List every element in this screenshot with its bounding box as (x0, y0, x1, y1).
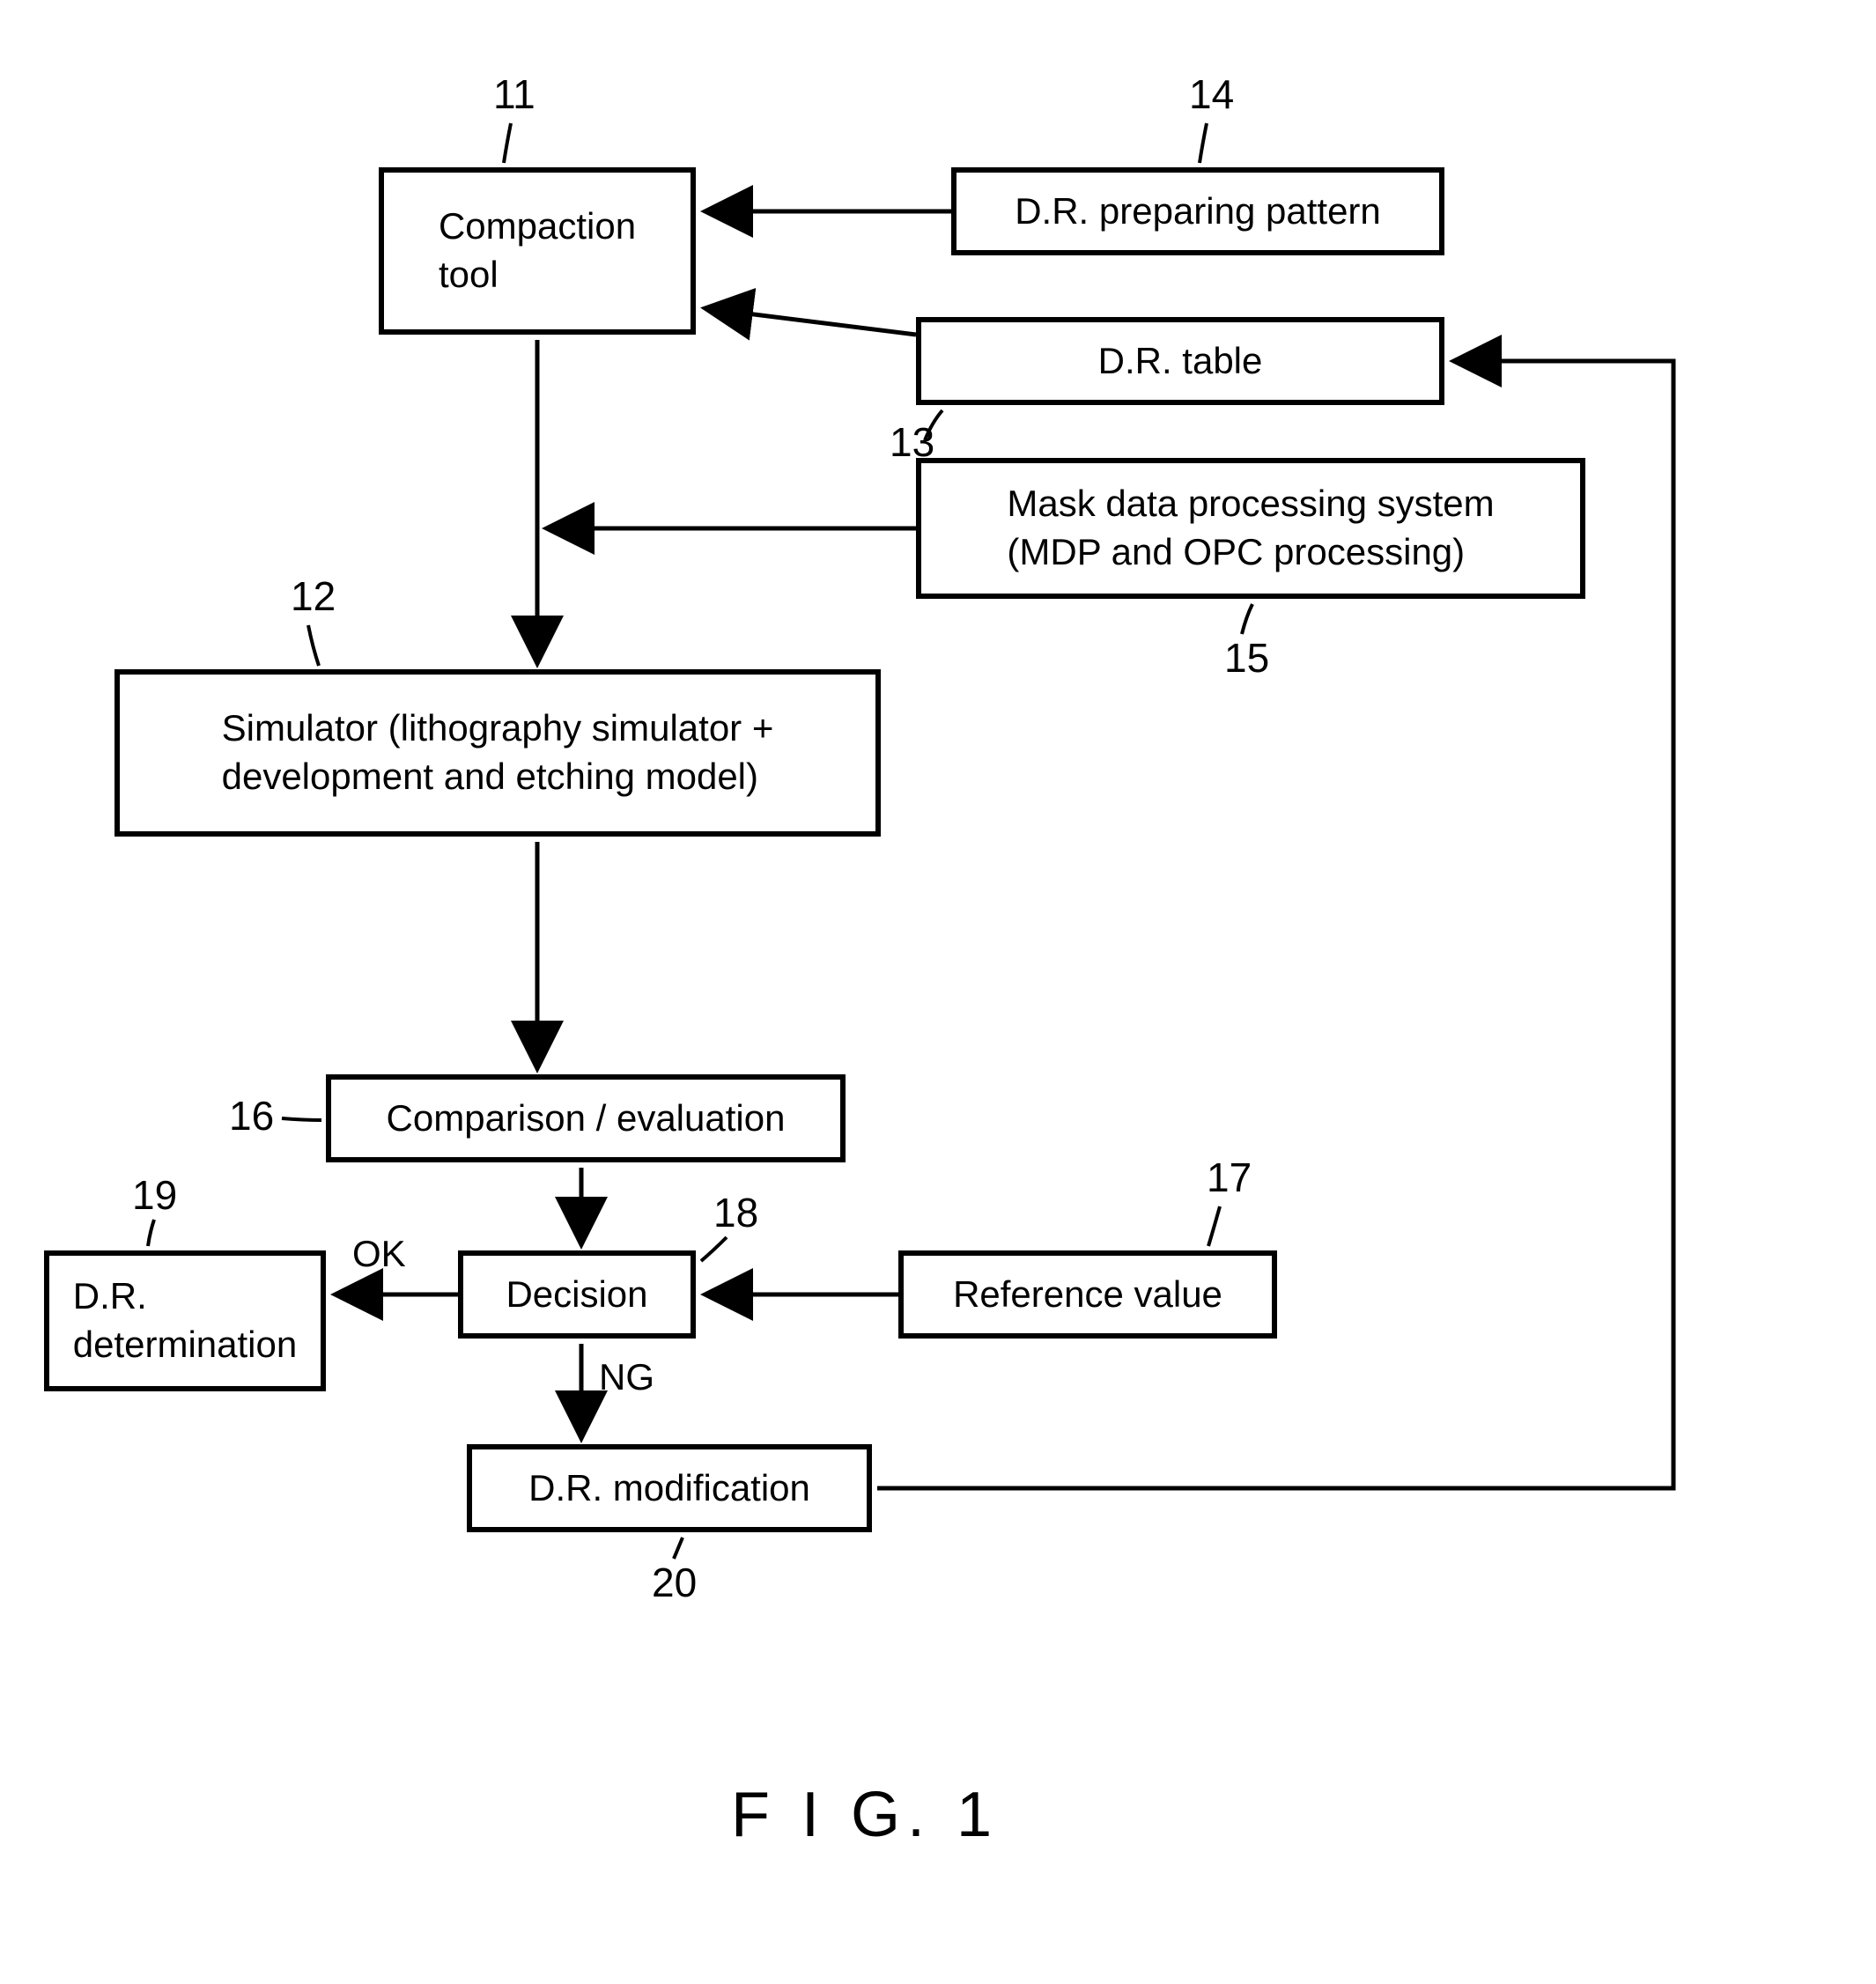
node-modification: D.R. modification (467, 1444, 872, 1532)
ref-18: 18 (713, 1189, 758, 1236)
ref-12: 12 (291, 572, 336, 620)
edge-label-ok: OK (352, 1233, 406, 1275)
node-comparison: Comparison / evaluation (326, 1074, 846, 1162)
node-dr-pattern: D.R. preparing pattern (951, 167, 1444, 255)
node-compaction: Compactiontool (379, 167, 696, 335)
node-simulator: Simulator (lithography simulator +develo… (114, 669, 881, 837)
node-compaction-label: Compactiontool (439, 203, 636, 299)
ref-13: 13 (890, 418, 934, 466)
node-dr-table: D.R. table (916, 317, 1444, 405)
node-dr-pattern-label: D.R. preparing pattern (1015, 188, 1381, 236)
node-determination: D.R.determination (44, 1250, 326, 1391)
node-simulator-label: Simulator (lithography simulator +develo… (222, 704, 774, 800)
ref-19: 19 (132, 1171, 177, 1219)
ref-20: 20 (652, 1559, 697, 1606)
node-mdp: Mask data processing system(MDP and OPC … (916, 458, 1585, 599)
ref-11: 11 (493, 70, 535, 118)
node-decision-label: Decision (506, 1271, 647, 1319)
node-comparison-label: Comparison / evaluation (387, 1095, 786, 1143)
ref-16: 16 (229, 1092, 274, 1140)
node-reference: Reference value (898, 1250, 1277, 1339)
figure-caption: F I G. 1 (731, 1779, 999, 1851)
node-mdp-label: Mask data processing system(MDP and OPC … (1007, 480, 1494, 576)
node-reference-label: Reference value (953, 1271, 1222, 1319)
connector-lines (0, 0, 1876, 1984)
node-decision: Decision (458, 1250, 696, 1339)
ref-17: 17 (1207, 1154, 1252, 1201)
node-dr-table-label: D.R. table (1098, 337, 1263, 386)
node-modification-label: D.R. modification (528, 1464, 810, 1513)
ref-15: 15 (1224, 634, 1269, 682)
edge-label-ng: NG (599, 1356, 654, 1398)
flowchart-diagram: Compactiontool D.R. preparing pattern D.… (0, 0, 1876, 1984)
ref-14: 14 (1189, 70, 1234, 118)
node-determination-label: D.R.determination (73, 1272, 297, 1368)
